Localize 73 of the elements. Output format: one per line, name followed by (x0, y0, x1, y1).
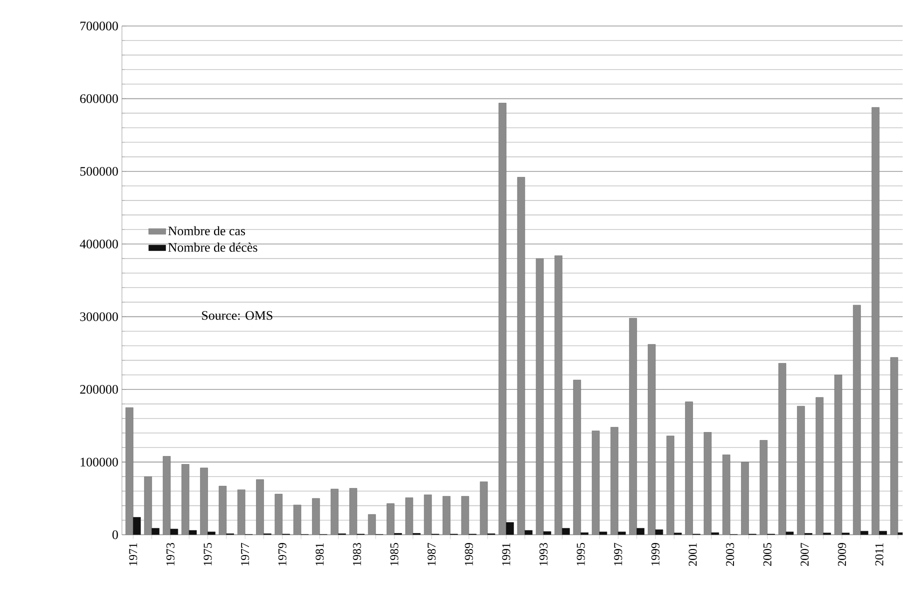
bar (636, 528, 644, 535)
x-tick-label: 1983 (352, 543, 362, 566)
y-tick-label: 0 (112, 530, 118, 540)
x-tick-label: 2003 (726, 543, 734, 566)
bar (610, 427, 618, 535)
x-tick-label: 1991 (502, 543, 510, 566)
bar (629, 318, 637, 535)
x-tick-label: 1999 (651, 543, 660, 566)
legend-label: Nombre de décès (168, 242, 258, 252)
x-tick-label: 2011 (875, 543, 884, 566)
y-tick-label: 100000 (80, 458, 118, 467)
bar (188, 530, 197, 535)
bar (368, 514, 376, 535)
x-tick-label: 2001 (688, 543, 697, 566)
bar (816, 397, 824, 535)
bar (618, 532, 626, 535)
bar (655, 530, 664, 535)
y-tick-label: 400000 (80, 240, 118, 249)
bar (517, 177, 526, 535)
x-tick-label: 1977 (241, 543, 250, 566)
y-tick-label: 300000 (80, 312, 118, 322)
bar (442, 496, 450, 535)
bar (498, 103, 506, 535)
bar (274, 494, 283, 535)
x-tick-label: 1985 (390, 543, 398, 566)
bar (144, 476, 152, 535)
bar (424, 494, 432, 535)
bar (786, 532, 794, 535)
annotation: Source: OMS (202, 311, 272, 320)
y-tick-label: 200000 (80, 385, 118, 394)
bar (524, 530, 532, 535)
x-tick-label: 1995 (576, 543, 585, 566)
y-tick-label: 700000 (80, 22, 118, 30)
x-tick-label: 1993 (540, 543, 548, 566)
bar (256, 480, 264, 535)
x-tick-label: 2007 (800, 543, 809, 566)
y-tick-label: 600000 (80, 94, 118, 104)
bar (685, 402, 693, 535)
bar (741, 462, 749, 535)
bar (543, 531, 552, 535)
bar (562, 528, 570, 535)
bar (312, 498, 320, 535)
x-tick-label: 1987 (428, 543, 436, 566)
bar (573, 380, 581, 535)
bar (181, 464, 190, 535)
bar (170, 528, 178, 535)
x-tick-label: 2005 (763, 543, 772, 566)
x-tick-label: 1997 (614, 543, 622, 566)
bar (330, 488, 338, 535)
bar (132, 517, 141, 535)
bar (200, 468, 208, 535)
bar (506, 522, 514, 535)
x-tick-label: 1971 (129, 543, 138, 566)
bar (666, 436, 674, 535)
bar (208, 532, 216, 535)
x-tick-label: 1979 (278, 543, 286, 566)
bar (853, 305, 861, 535)
bar (879, 531, 887, 535)
bar (760, 440, 768, 535)
x-tick-label: 1975 (204, 543, 212, 566)
legend-label: Nombre de cas (168, 226, 246, 236)
bar (554, 256, 562, 535)
bar (860, 531, 868, 535)
bar (599, 532, 608, 535)
x-tick-label: 1973 (166, 543, 174, 566)
bar (797, 406, 805, 535)
bar (152, 528, 160, 535)
y-tick-label: 500000 (80, 167, 118, 176)
bar (386, 503, 394, 535)
x-tick-label: 1989 (464, 543, 473, 566)
x-tick-label: 1981 (316, 543, 324, 566)
bar (872, 107, 880, 535)
x-tick-label: 2009 (838, 543, 846, 566)
